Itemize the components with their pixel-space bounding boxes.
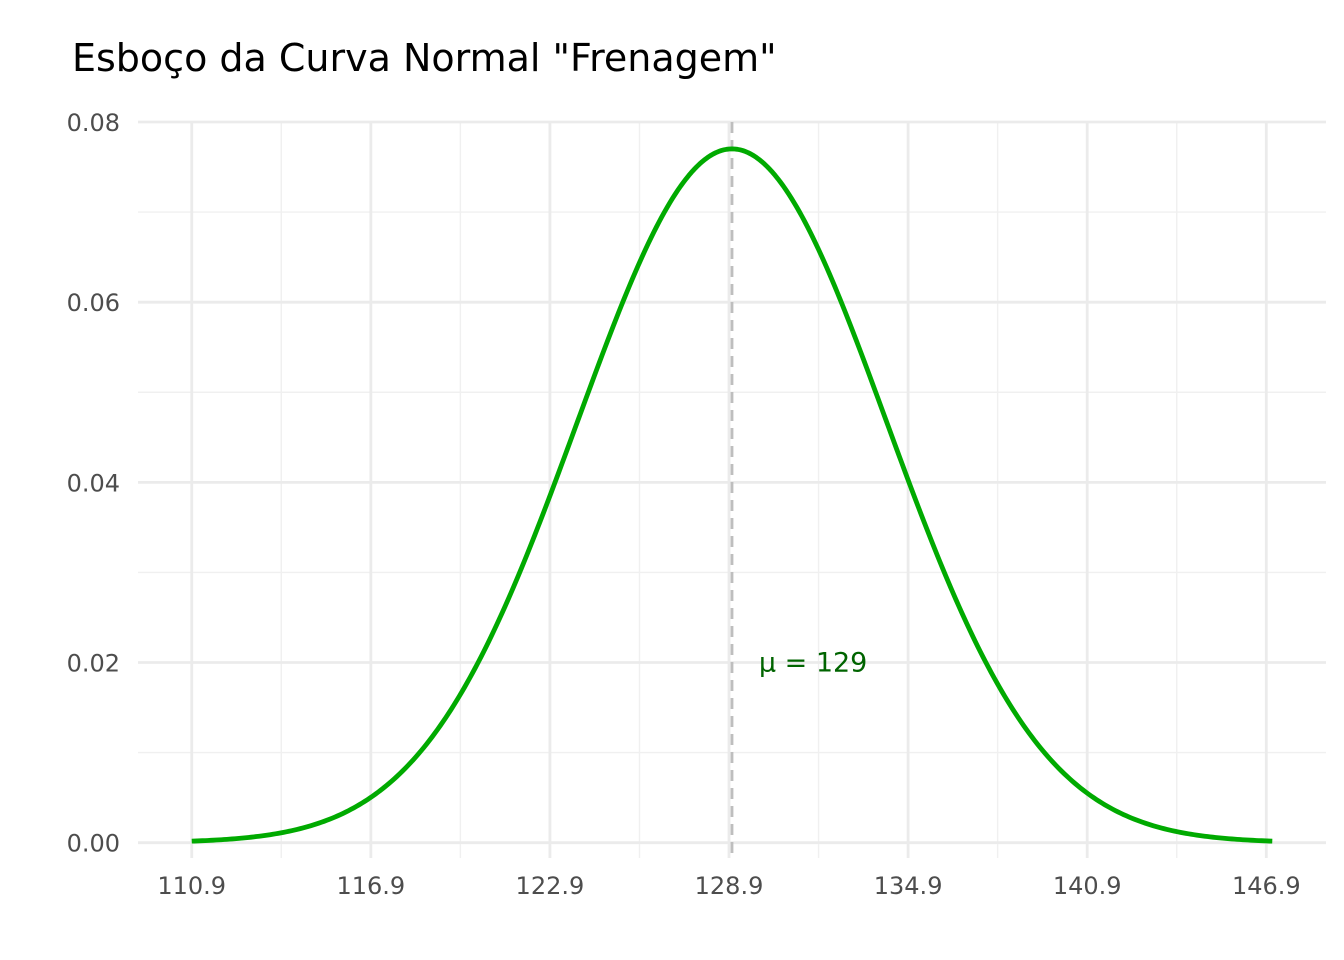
mean-annotation-label: μ = 129 — [759, 648, 868, 679]
x-axis-tick-labels: 110.9 116.9 122.9 128.9 134.9 140.9 146.9 — [157, 872, 1300, 900]
mean-annotation-layer: μ = 129 — [759, 648, 868, 679]
y-tick-label: 0.06 — [67, 289, 120, 317]
y-tick-label: 0.08 — [67, 109, 120, 137]
x-tick-label: 134.9 — [874, 872, 943, 900]
x-tick-label: 110.9 — [157, 872, 226, 900]
x-tick-label: 140.9 — [1053, 872, 1122, 900]
x-tick-label: 122.9 — [516, 872, 585, 900]
y-tick-label: 0.02 — [67, 650, 120, 678]
x-tick-label: 116.9 — [336, 872, 405, 900]
chart-title: Esboço da Curva Normal "Frenagem" — [72, 36, 777, 80]
y-axis-tick-labels: 0.00 0.02 0.04 0.06 0.08 — [67, 109, 120, 858]
x-tick-label: 146.9 — [1232, 872, 1301, 900]
x-tick-label: 128.9 — [695, 872, 764, 900]
density-curve-series — [191, 146, 1273, 844]
y-tick-label: 0.00 — [67, 830, 120, 858]
y-tick-label: 0.04 — [67, 469, 120, 497]
density-curve-line — [191, 146, 1273, 844]
